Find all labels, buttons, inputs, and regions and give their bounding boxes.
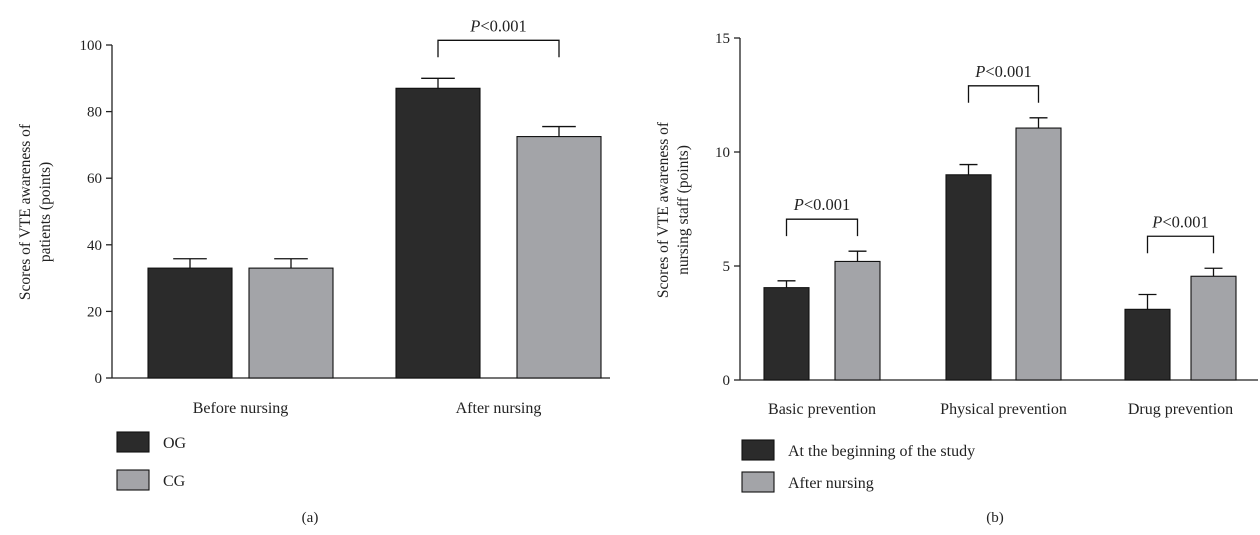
legend-label: OG — [163, 435, 187, 452]
y-tick-label: 40 — [87, 238, 102, 254]
significance-p: P — [1151, 212, 1162, 231]
y-tick-label: 80 — [87, 105, 102, 121]
significance-value: <0.001 — [1162, 212, 1208, 231]
legend-label: CG — [163, 473, 186, 490]
bar — [834, 260, 881, 381]
significance-label: P<0.001 — [469, 16, 527, 35]
bar — [147, 267, 233, 379]
panel-a-chart: 0 20 40 60 80 100 Scores of VTE awareness of pa… — [17, 16, 610, 526]
legend-label: After nursing — [788, 475, 874, 492]
bar — [395, 87, 481, 379]
x-category-label: After nursing — [456, 400, 542, 417]
legend-swatch — [741, 471, 775, 493]
panel-b-chart: 0 5 10 15 Scores of VTE awareness of nursing … — [655, 31, 1258, 526]
significance-value: <0.001 — [985, 62, 1031, 81]
significance-p: P — [793, 195, 804, 214]
x-category-label: Drug prevention — [1128, 401, 1233, 418]
y-tick-label: 60 — [87, 171, 102, 187]
y-axis-title: Scores of VTE awareness of nursing staff … — [655, 121, 692, 298]
significance-label: P<0.001 — [1151, 212, 1209, 231]
significance-bracket — [967, 85, 1040, 103]
bar — [763, 287, 810, 381]
y-tick-label: 15 — [715, 31, 730, 47]
significance-label: P<0.001 — [793, 195, 851, 214]
legend-swatch — [116, 469, 150, 491]
x-category-label: Physical prevention — [940, 401, 1067, 418]
legend-swatch — [116, 431, 150, 453]
y-tick-label: 10 — [715, 145, 730, 161]
bar — [248, 267, 334, 379]
y-tick-label: 5 — [723, 259, 731, 275]
significance-bracket — [785, 218, 859, 237]
x-category-label: Before nursing — [193, 400, 289, 417]
panel-label: (b) — [986, 510, 1004, 526]
legend-label: At the beginning of the study — [788, 443, 975, 460]
significance-p: P — [469, 16, 480, 35]
significance-value: <0.001 — [804, 195, 850, 214]
y-axis-title-line: nursing staff (points) — [675, 145, 692, 275]
significance-label: P<0.001 — [974, 62, 1032, 81]
bar — [516, 136, 602, 379]
bar — [1190, 275, 1237, 381]
y-tick-label: 20 — [87, 304, 102, 320]
significance-value: <0.001 — [480, 16, 526, 35]
significance-p: P — [974, 62, 985, 81]
significance-bracket — [1146, 235, 1215, 254]
bar — [945, 174, 992, 381]
bar — [1015, 127, 1062, 381]
bar — [1124, 308, 1171, 381]
y-axis-title-line: Scores of VTE awareness of — [655, 121, 672, 298]
y-axis-title-line: Scores of VTE awareness of — [17, 123, 34, 300]
significance-bracket — [437, 39, 560, 58]
panel-label: (a) — [302, 510, 319, 526]
y-tick-label: 100 — [80, 38, 103, 54]
y-axis-title: Scores of VTE awareness of patients (poin… — [17, 123, 54, 300]
y-tick-label: 0 — [95, 371, 103, 387]
x-category-label: Basic prevention — [768, 401, 876, 418]
y-tick-label: 0 — [723, 373, 731, 389]
legend-swatch — [741, 439, 775, 461]
y-axis-title-line: patients (points) — [37, 162, 54, 262]
